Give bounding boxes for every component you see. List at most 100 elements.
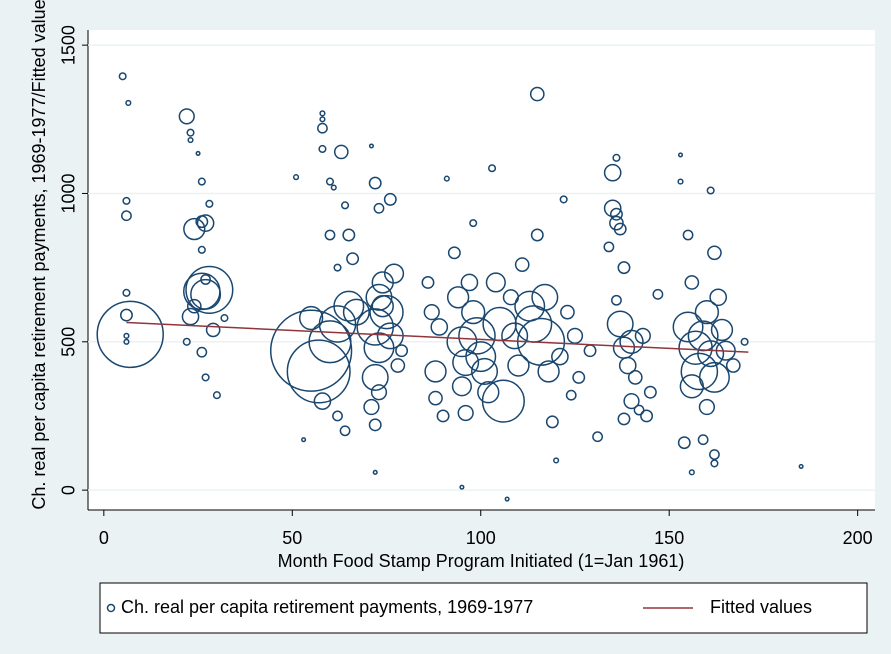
bubble [572,370,586,384]
bubble [688,469,695,476]
bubble [373,202,385,214]
bubble [424,360,447,383]
bubble [623,392,640,410]
bubble [333,290,365,322]
bubble [205,322,221,338]
bubble [182,337,191,346]
bubble [560,304,575,320]
bubble [677,178,684,185]
bubble [451,376,472,397]
bubble [504,496,510,502]
bubble [122,288,131,297]
bubble [537,360,560,383]
bubble [436,409,450,423]
bubble [269,309,353,392]
bubble [330,184,337,191]
bubble [190,278,222,310]
bubble [368,418,382,432]
y-tick-label: 1000 [59,173,79,213]
bubble [530,228,544,242]
y-tick-label: 1500 [59,25,79,65]
bubble [652,288,664,300]
bubble [369,294,404,330]
bubble [609,215,624,231]
bubble [531,283,559,311]
bubble [319,110,326,117]
bubble [365,283,393,311]
bubble [121,210,132,222]
bubble [333,263,342,272]
bubble [423,303,440,321]
bubble [421,275,435,289]
bubble [627,370,643,385]
bubble [125,99,132,107]
bubble [319,116,326,123]
bubble [551,347,569,366]
bubble [368,143,374,149]
bubble [514,257,530,273]
bubble [611,294,622,306]
bubble [186,298,202,314]
bubble [501,322,529,350]
bubble [430,318,449,336]
bubble [332,410,343,422]
bubble [308,320,352,364]
x-tick-label: 50 [282,528,302,548]
bubble [603,241,615,253]
bubble [96,300,164,369]
bubble [178,108,195,125]
bubble [643,385,657,399]
bubble [609,207,623,221]
bubble [677,436,691,450]
bubble [710,459,719,468]
legend-marker [106,603,116,613]
y-axis-title: Ch. real per capita retirement payments,… [29,0,49,510]
bubble [613,222,627,236]
bubble [370,384,388,401]
bubble [459,484,465,490]
bubble [633,404,645,416]
bubble [187,136,194,144]
bubble [617,261,631,275]
bubble [612,153,621,162]
bubble [709,449,720,460]
bubble [697,434,709,446]
bubble [740,337,749,346]
bubble [212,391,221,400]
bubble [709,288,728,307]
bubble [185,265,234,314]
bubble [545,415,559,429]
bubble [465,341,497,373]
bubble [606,310,634,338]
bubble [481,379,525,423]
bubble [443,175,450,182]
bubble [697,340,725,368]
bubble [363,398,380,416]
legend [99,582,868,634]
bubble [710,318,734,342]
bubble [592,431,604,443]
plot-area [88,30,875,510]
bubble [447,246,461,260]
bubble [469,219,478,228]
x-axis-title: Month Food Stamp Program Initiated (1=Ja… [278,551,685,571]
bubble [698,361,730,393]
bubble [458,317,496,355]
y-tick-label: 0 [59,485,79,495]
bubble [342,298,370,326]
bubble [553,457,560,464]
bubble [617,412,631,426]
bubble [680,352,719,391]
y-tick-label: 500 [59,327,79,357]
bubble [707,245,722,261]
bubble [325,177,335,186]
x-tick-label: 200 [843,528,873,548]
bubble [694,299,720,325]
bubble [684,275,700,290]
fitted-line [126,321,749,353]
bubble [196,346,208,358]
x-tick-label: 0 [99,528,109,548]
bubble [485,272,506,293]
bubble [390,358,406,373]
bubble [317,122,328,134]
